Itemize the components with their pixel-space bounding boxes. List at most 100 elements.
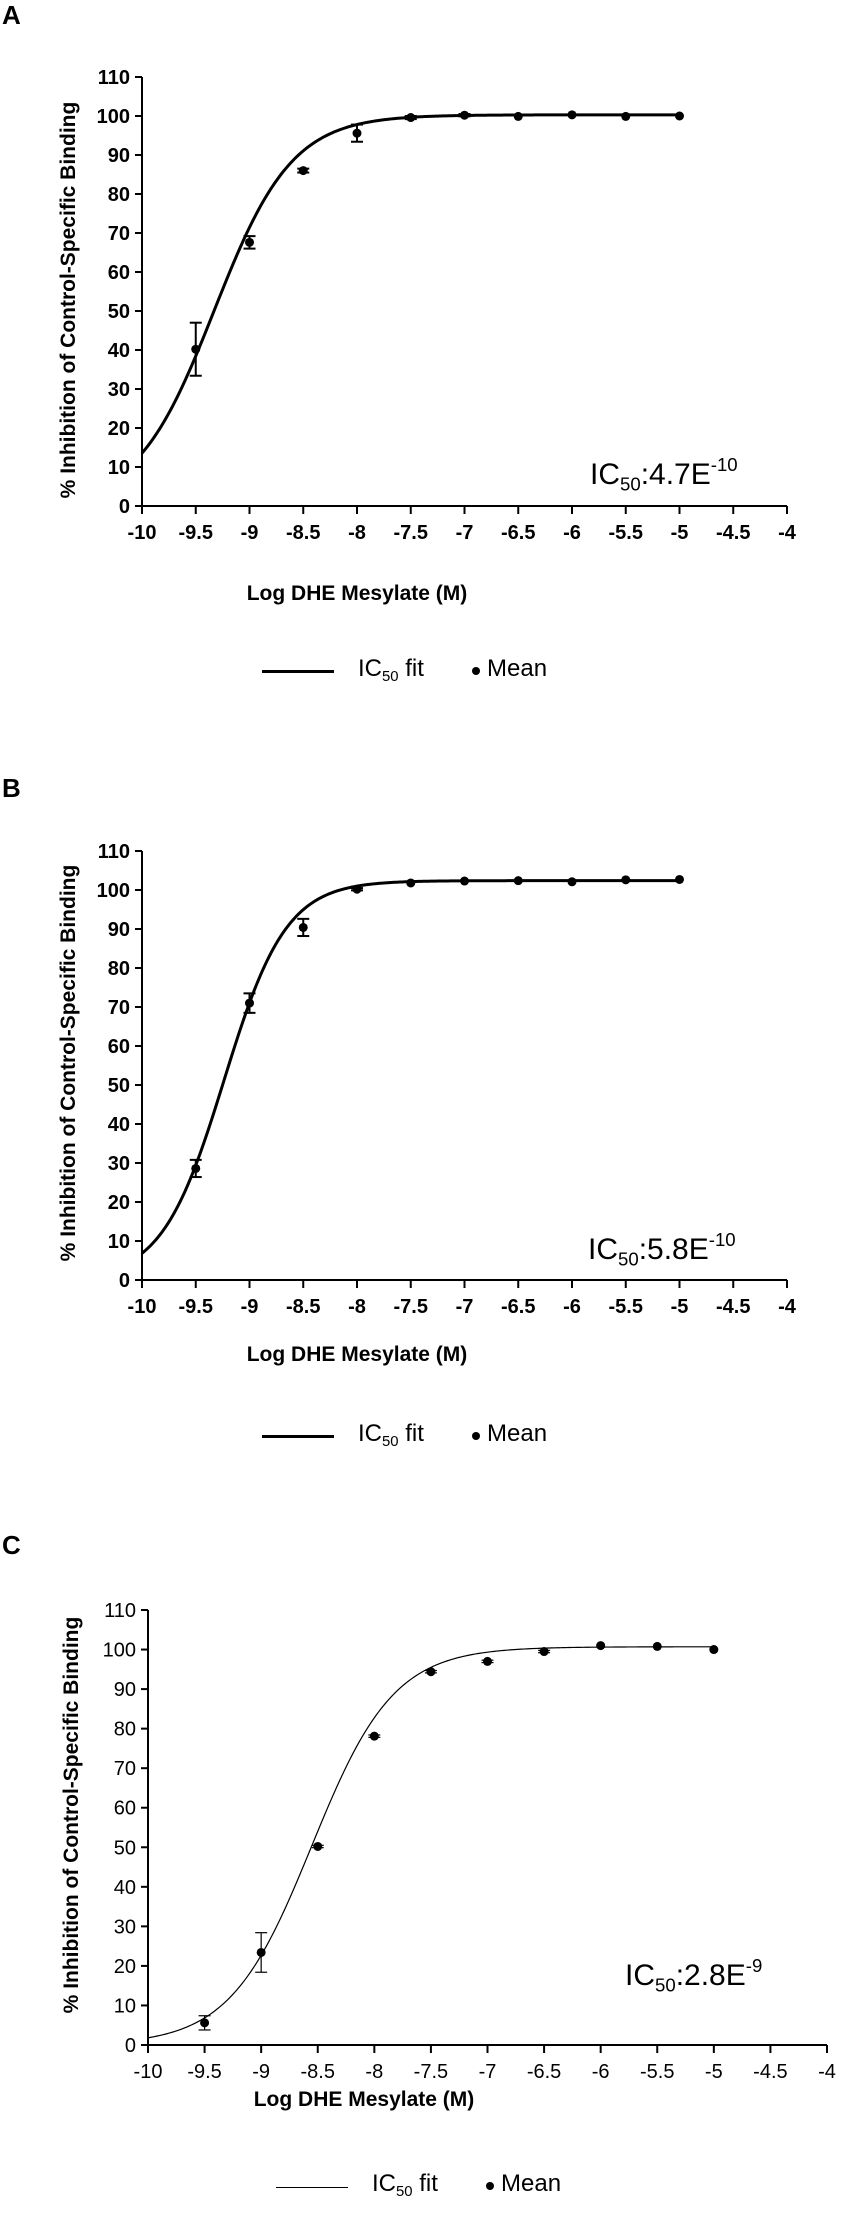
legend-fit-label: IC50 fit — [372, 2170, 438, 2201]
x-tick-label: -10 — [128, 1296, 157, 1318]
legend-fit-label: IC50 fit — [358, 1420, 424, 1451]
mean-point — [513, 876, 523, 886]
y-tick-label: 100 — [103, 1640, 136, 1662]
x-tick-label: -6 — [563, 522, 581, 544]
mean-point — [256, 1947, 266, 1957]
ic50-annotation: IC50:5.8E-10 — [588, 1229, 736, 1270]
mean-point — [621, 111, 631, 121]
mean-point — [406, 878, 416, 888]
mean-point — [369, 1731, 379, 1741]
legend-fit-label: IC50 fit — [358, 655, 424, 686]
mean-point — [460, 876, 469, 886]
mean-point — [513, 111, 523, 121]
y-tick-label: 70 — [108, 997, 130, 1019]
x-axis-title: Log DHE Mesylate (M) — [246, 1343, 468, 1366]
y-tick-label: 40 — [108, 340, 130, 362]
x-tick-label: -10 — [134, 2061, 163, 2083]
ic50-fit-curve — [141, 879, 680, 1255]
mean-point — [313, 1841, 323, 1851]
mean-point — [652, 1641, 662, 1651]
legend-mean-label: Mean — [501, 2170, 562, 2197]
mean-point — [675, 874, 684, 884]
x-tick-label: -8 — [365, 2061, 383, 2083]
x-tick-label: -7.5 — [394, 522, 428, 544]
y-tick-label: 50 — [108, 301, 130, 323]
y-tick-label: 110 — [98, 67, 130, 89]
mean-point — [539, 1647, 549, 1657]
y-tick-label: 80 — [108, 958, 130, 980]
y-tick-label: 70 — [114, 1758, 136, 1780]
y-axis-title: % Inhibition of Control-Specific Binding — [60, 1616, 83, 2014]
mean-point — [596, 1641, 606, 1651]
x-tick-label: -10 — [128, 522, 157, 544]
mean-point — [245, 998, 254, 1008]
x-tick-label: -7 — [456, 1296, 474, 1318]
x-tick-label: -4.5 — [716, 1296, 750, 1318]
x-tick-label: -4 — [778, 522, 797, 544]
panel-label: C — [2, 1530, 21, 1560]
x-tick-label: -9 — [241, 1296, 259, 1318]
mean-point — [426, 1667, 436, 1677]
x-tick-label: -4 — [778, 1296, 797, 1318]
mean-point — [200, 2018, 210, 2028]
y-axis-title: % Inhibition of Control-Specific Binding — [57, 101, 80, 499]
x-tick-label: -7 — [456, 522, 474, 544]
legend-mean-label: Mean — [487, 655, 548, 682]
x-tick-label: -4.5 — [753, 2061, 787, 2083]
mean-point — [675, 111, 684, 121]
x-tick-label: -9.5 — [187, 2061, 221, 2083]
y-tick-label: 0 — [119, 1270, 130, 1292]
x-tick-label: -5.5 — [640, 2061, 674, 2083]
x-tick-label: -9.5 — [179, 1296, 213, 1318]
mean-point — [191, 344, 201, 354]
y-tick-label: 10 — [108, 1231, 130, 1253]
y-tick-label: 20 — [114, 1956, 136, 1978]
legend-mean-marker — [472, 667, 480, 675]
chart-panel-b: B 0 10 20 30 40 50 60 70 80 90 100 110 -10 -9.5 -9 -8.5… — [0, 773, 842, 1493]
x-tick-label: -7.5 — [414, 2061, 448, 2083]
x-tick-label: -5 — [671, 1296, 689, 1318]
y-tick-label: 90 — [108, 145, 130, 167]
y-tick-label: 90 — [108, 919, 130, 941]
legend-fit-line — [276, 2187, 348, 2188]
x-tick-label: -4 — [818, 2061, 836, 2083]
x-tick-label: -6 — [592, 2061, 610, 2083]
y-tick-label: 110 — [98, 841, 130, 863]
panel-label: B — [2, 773, 21, 803]
mean-point — [567, 110, 577, 120]
x-tick-label: -6.5 — [501, 522, 535, 544]
y-tick-label: 30 — [108, 1153, 130, 1175]
y-tick-label: 70 — [108, 223, 130, 245]
mean-point — [245, 237, 254, 247]
mean-point — [298, 166, 308, 176]
y-tick-label: 0 — [125, 2035, 136, 2057]
mean-point — [352, 128, 362, 138]
y-tick-label: 100 — [97, 880, 130, 902]
mean-point — [352, 884, 362, 894]
mean-point — [298, 922, 308, 932]
x-tick-label: -8.5 — [286, 522, 320, 544]
legend: IC50 fit Mean — [262, 1420, 582, 1450]
x-tick-label: -5.5 — [609, 522, 643, 544]
y-tick-label: 50 — [108, 1075, 130, 1097]
y-tick-label: 60 — [114, 1798, 136, 1820]
x-tick-label: -9 — [252, 2061, 270, 2083]
mean-point — [483, 1656, 492, 1666]
x-axis-title: Log DHE Mesylate (M) — [253, 2088, 475, 2111]
y-tick-label: 60 — [108, 262, 130, 284]
plot-area: 0 10 20 30 40 50 60 70 80 90 100 110 -10 -9.5 -9 -8.5 -8… — [97, 841, 797, 1318]
ic50-annotation: IC50:2.8E-9 — [625, 1955, 763, 1996]
x-tick-label: -8 — [348, 1296, 366, 1318]
y-tick-label: 40 — [108, 1114, 130, 1136]
y-tick-label: 90 — [114, 1679, 136, 1701]
plot-area: 0 10 20 30 40 50 60 70 80 90 100 110 -10 -9.5 -9 -8.5 -8… — [103, 1600, 836, 2083]
legend: IC50 fit Mean — [276, 2170, 596, 2200]
x-tick-label: -8.5 — [301, 2061, 335, 2083]
y-tick-label: 110 — [104, 1600, 136, 1622]
y-tick-label: 20 — [108, 1192, 130, 1214]
mean-point — [406, 113, 416, 123]
x-tick-label: -6 — [563, 1296, 581, 1318]
mean-point — [709, 1645, 719, 1655]
y-tick-label: 100 — [97, 106, 130, 128]
legend-mean-marker — [472, 1432, 480, 1440]
